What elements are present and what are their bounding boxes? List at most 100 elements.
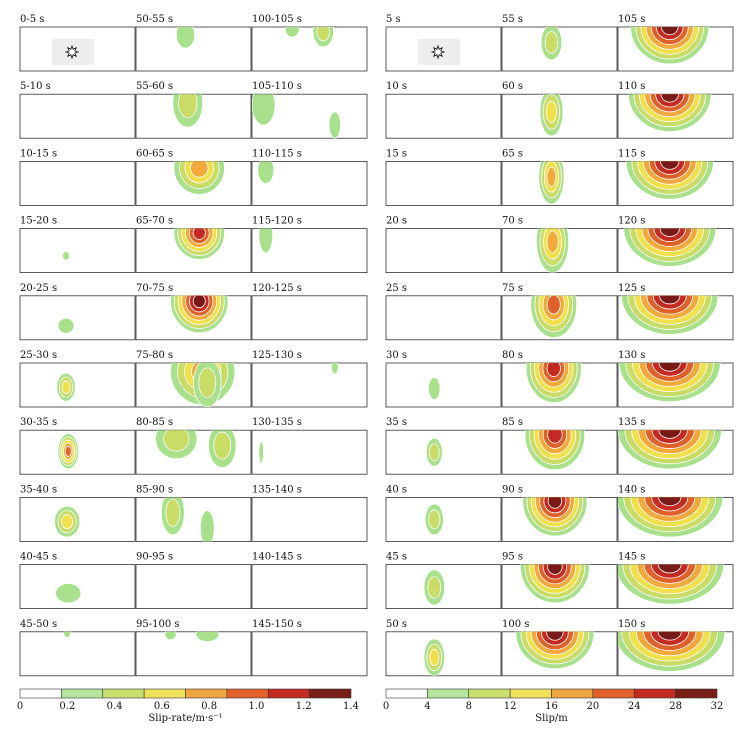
panel-time-label: 35-40 s — [20, 484, 57, 495]
slip-contours — [160, 497, 215, 542]
slip-contours — [155, 430, 237, 468]
slip-contours — [258, 440, 264, 464]
slip-contours — [252, 94, 341, 139]
panel: 40-45 s — [19, 552, 136, 609]
slip-contours — [627, 94, 712, 132]
slip-contours — [618, 497, 724, 538]
slip-contours — [630, 27, 710, 65]
panel-time-label: 10-15 s — [20, 148, 57, 159]
slip-contours — [522, 497, 588, 537]
panel-frame — [19, 295, 136, 341]
contour-level — [258, 228, 274, 254]
contour-level — [547, 497, 563, 509]
slip-contours — [515, 631, 595, 670]
panel-time-label: 85 s — [502, 417, 523, 428]
slip-contours — [57, 433, 80, 470]
contour-level — [61, 514, 74, 529]
panel-time-label: 125-130 s — [252, 350, 302, 361]
colorbar-swatch — [309, 688, 352, 699]
panel-time-label: 50-55 s — [136, 14, 173, 25]
colorbar-swatch — [143, 688, 186, 699]
panel: 130-135 s — [251, 417, 368, 475]
slip-contours — [423, 569, 446, 606]
colorbar-swatch — [19, 688, 62, 699]
contour-level — [428, 443, 440, 462]
panel: 50-55 s — [135, 14, 252, 72]
slip-contours — [525, 363, 582, 403]
slip-contours — [423, 638, 446, 676]
slip-contours — [258, 228, 274, 254]
panel: 90 s — [501, 484, 618, 542]
contour-level — [546, 295, 561, 315]
panel-time-label: 40-45 s — [20, 552, 57, 563]
panel-time-label: 30 s — [386, 350, 407, 361]
panel-time-label: 140-145 s — [252, 552, 302, 563]
slip-contours — [618, 363, 721, 403]
star-burst-icon — [430, 44, 446, 60]
contour-level — [61, 380, 71, 394]
panel: 95-100 s — [135, 619, 252, 677]
panel: 50 s — [385, 619, 502, 677]
contour-level — [284, 27, 300, 38]
contour-level — [428, 377, 441, 400]
slip-contours — [623, 228, 717, 267]
panel-frame — [19, 160, 136, 206]
colorbar-tick-label: 1.4 — [343, 701, 359, 712]
panel-time-label: 65 s — [502, 148, 523, 159]
panel-time-label: 70-75 s — [136, 283, 173, 294]
panel-frame — [385, 93, 502, 139]
panel-frame — [251, 295, 368, 341]
panel-frame — [251, 496, 368, 542]
panel-time-label: 55-60 s — [136, 81, 173, 92]
panel: 80 s — [501, 350, 618, 408]
panel-time-label: 135 s — [618, 417, 645, 428]
colorbar-swatch — [267, 688, 310, 699]
contour-level — [195, 631, 220, 642]
slip-rate-colorbar: 0 0.2 0.4 0.6 0.8 1.0 1.2 1.4 Slip-rate/m·s⁻¹ — [17, 688, 359, 724]
colorbar-tick-label: 28 — [669, 701, 682, 712]
contour-level — [57, 317, 75, 334]
panel-time-label: 80 s — [502, 350, 523, 361]
panel: 115-120 s — [251, 216, 368, 274]
colorbar-tick-label: 1.2 — [296, 701, 312, 712]
panel: 75-80 s — [135, 350, 252, 408]
panel: 0-5 s — [19, 14, 136, 72]
panel: 65 s — [501, 148, 618, 206]
panel-time-label: 45 s — [386, 552, 407, 563]
slip-contours — [428, 377, 441, 400]
panel-frame — [135, 496, 252, 542]
panel: 25 s — [385, 283, 502, 341]
panel-frame — [385, 295, 502, 341]
panel-frame — [19, 631, 136, 677]
colorbar-swatch — [185, 688, 228, 699]
slip-contours — [170, 295, 229, 334]
panel-time-label: 15-20 s — [20, 216, 57, 227]
star-burst-icon — [64, 44, 80, 60]
panel: 45-50 s — [19, 619, 136, 677]
contour-level — [163, 430, 190, 452]
contour-level — [63, 631, 71, 638]
slip-contours — [618, 564, 725, 605]
panel-time-label: 145 s — [618, 552, 645, 563]
panel-time-label: 20 s — [386, 216, 407, 227]
panel-frame — [19, 228, 136, 274]
panel-time-label: 60 s — [502, 81, 523, 92]
panel: 140 s — [617, 484, 734, 542]
colorbar-tick-label: 32 — [711, 701, 724, 712]
panel-time-label: 120 s — [618, 216, 645, 227]
panel: 60 s — [501, 81, 618, 139]
colorbar-tick-label: 24 — [628, 701, 641, 712]
panel-time-label: 100-105 s — [252, 14, 302, 25]
contour-level — [178, 94, 198, 119]
contour-level — [545, 100, 557, 123]
panel: 30-35 s — [19, 417, 136, 475]
panel-time-label: 90-95 s — [136, 552, 173, 563]
panel-frame — [19, 93, 136, 139]
colorbar-tick-label: 0 — [17, 701, 23, 712]
slip-contours — [172, 94, 204, 128]
slip-contours — [424, 503, 444, 536]
panel-time-label: 145-150 s — [252, 619, 302, 630]
panel-time-label: 125 s — [618, 283, 645, 294]
colorbar-tick-label: 4 — [424, 701, 430, 712]
panel: 40 s — [385, 484, 502, 542]
